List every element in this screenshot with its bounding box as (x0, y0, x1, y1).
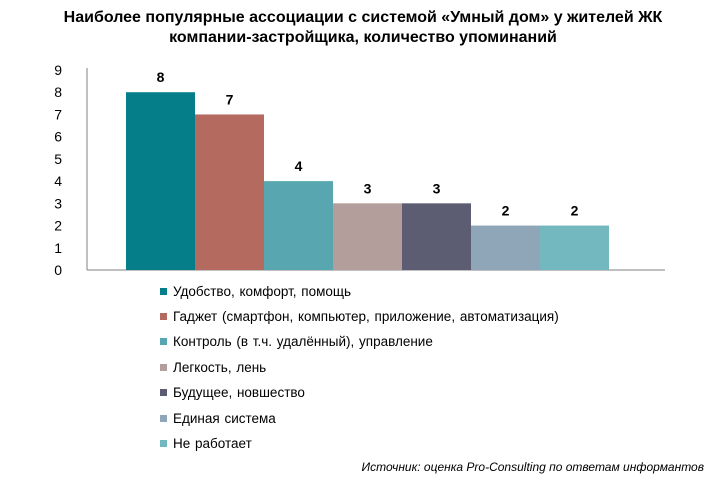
legend-item: Не работает (160, 433, 252, 453)
bar-value-label-7: 2 (571, 203, 579, 219)
legend-item: Будущее, новшество (160, 383, 305, 403)
bar-value-label-3: 4 (295, 158, 303, 174)
legend-label: Будущее, новшество (173, 385, 305, 401)
legend-swatch (160, 312, 167, 320)
bar-value-label-6: 2 (502, 203, 510, 219)
y-tick-label: 6 (54, 129, 62, 145)
bar-value-label-4: 3 (364, 180, 372, 196)
legend-swatch (160, 363, 167, 371)
bar-value-label-2: 7 (226, 91, 234, 107)
bar-3 (264, 181, 333, 270)
chart-title: Наиболее популярные ассоциации с системо… (0, 8, 726, 48)
legend-label: Легкость, лень (173, 359, 267, 375)
legend-item: Гаджет (смартфон, компьютер, приложение,… (160, 306, 559, 326)
legend-swatch (160, 439, 167, 447)
bar-6 (471, 225, 540, 270)
legend-label: Единая система (173, 410, 276, 426)
y-tick-label: 2 (54, 218, 62, 234)
data-labels: 8 7 4 3 3 2 2 (157, 69, 579, 218)
bars (126, 92, 609, 270)
legend-swatch (160, 414, 167, 422)
bar-value-label-1: 8 (157, 69, 165, 85)
legend-swatch (160, 338, 167, 346)
y-axis-ticks: 0 1 2 3 4 5 6 7 8 9 (54, 62, 62, 278)
legend-label: Гаджет (смартфон, компьютер, приложение,… (173, 308, 559, 324)
legend-label: Контроль (в т.ч. удалённый), управление (173, 334, 433, 350)
bar-1 (126, 92, 195, 270)
bar-7 (540, 225, 609, 270)
legend-swatch (160, 287, 167, 295)
chart-title-line-1: Наиболее популярные ассоциации с системо… (63, 9, 663, 26)
y-tick-label: 1 (54, 240, 62, 256)
y-tick-label: 4 (54, 173, 62, 189)
legend-label: Удобство, комфорт, помощь (173, 283, 352, 299)
chart-title-line-2: компании-застройщика, количество упомина… (169, 29, 557, 46)
legend-item: Единая система (160, 408, 276, 428)
y-tick-label: 9 (54, 62, 62, 78)
y-tick-label: 5 (54, 151, 62, 167)
bar-5 (402, 203, 471, 270)
bar-value-label-5: 3 (433, 180, 441, 196)
legend-item: Контроль (в т.ч. удалённый), управление (160, 332, 433, 352)
bar-chart: 0 1 2 3 4 5 6 7 8 9 8 7 4 3 3 2 2 (54, 62, 665, 278)
bar-2 (195, 114, 264, 270)
y-tick-label: 8 (54, 84, 62, 100)
legend-item: Легкость, лень (160, 357, 266, 377)
bar-4 (333, 203, 402, 270)
y-tick-label: 7 (54, 106, 62, 122)
y-tick-label: 0 (54, 262, 62, 278)
legend-label: Не работает (173, 435, 252, 451)
source-note: Источник: оценка Pro-Consulting по ответ… (361, 460, 704, 474)
y-tick-label: 3 (54, 195, 62, 211)
legend-swatch (160, 389, 167, 397)
legend-item: Удобство, комфорт, помощь (160, 281, 351, 301)
